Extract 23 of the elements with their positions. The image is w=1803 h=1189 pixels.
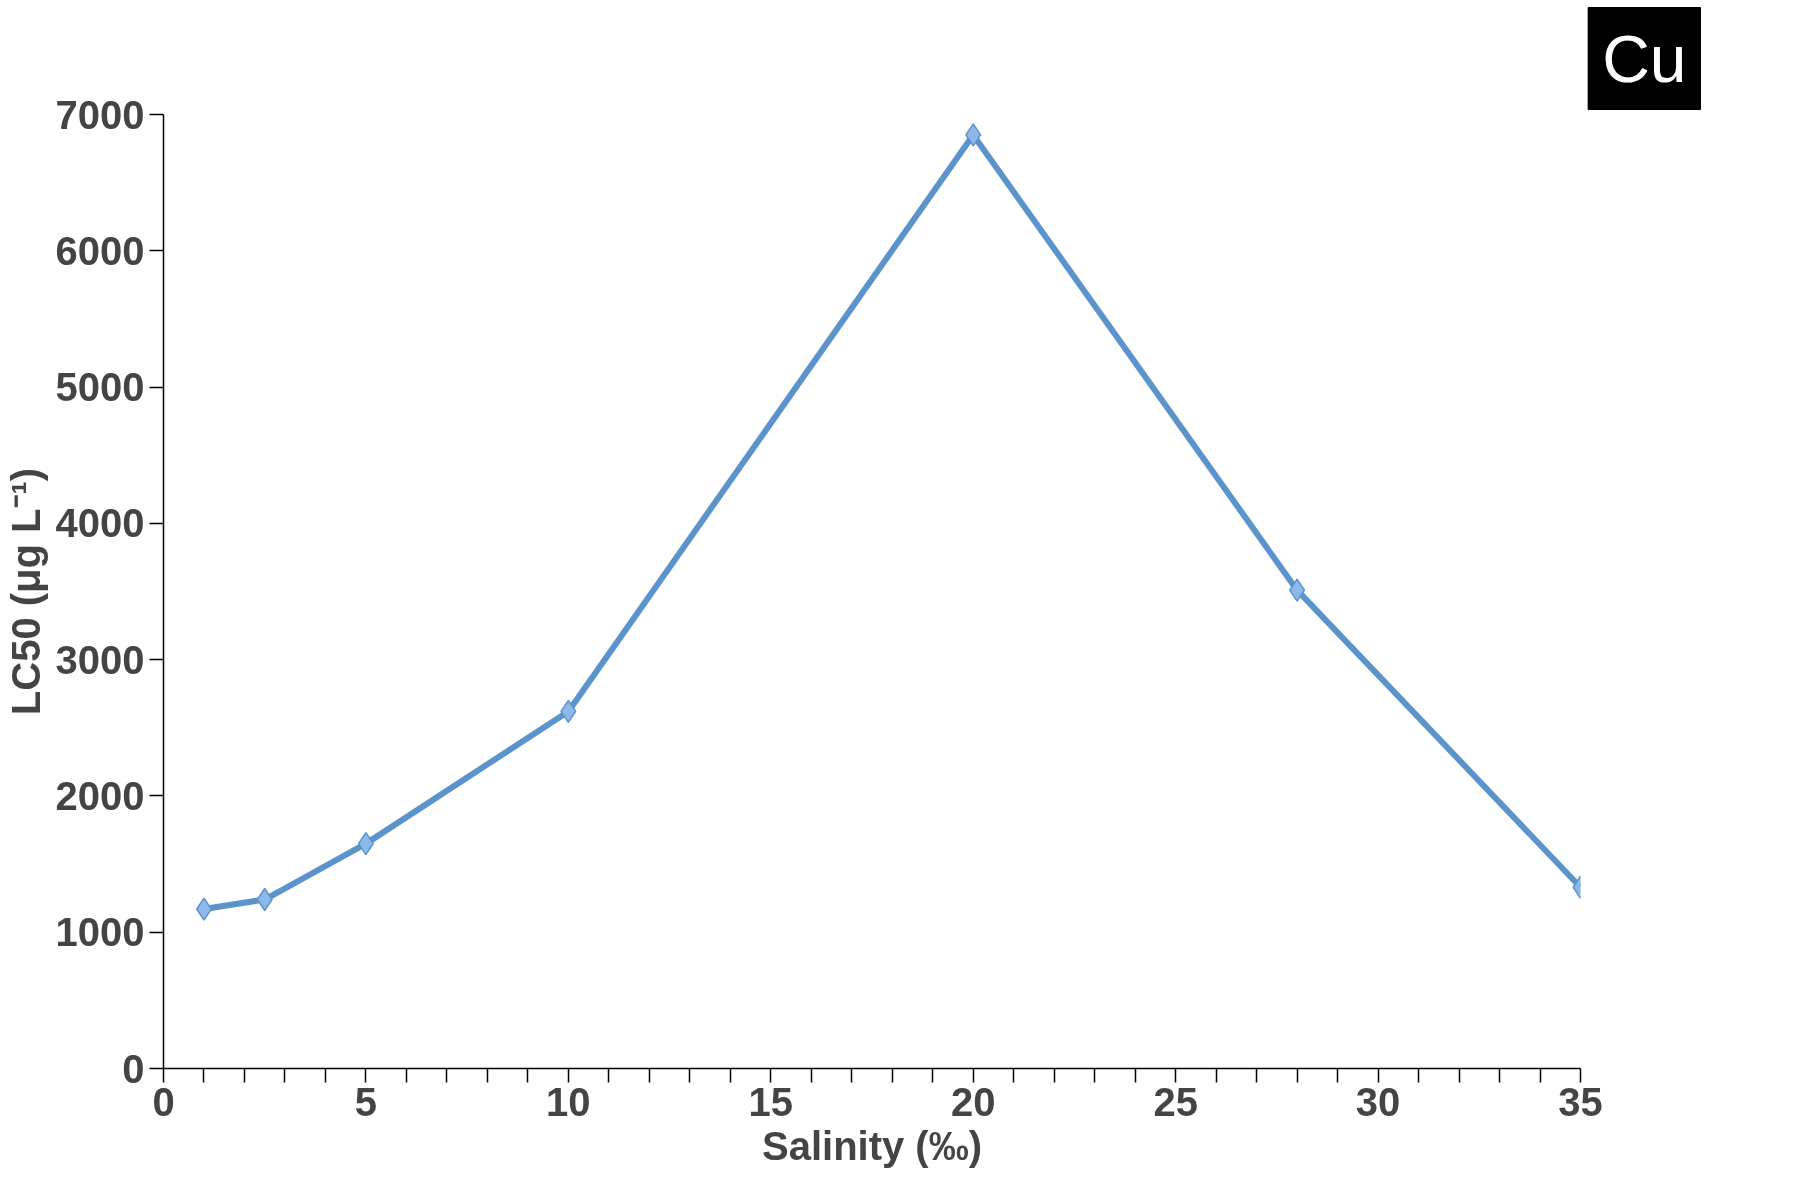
point (965, 123, 982, 147)
y-tick-label: 2000 (55, 773, 145, 818)
x-tick-label: 20 (950, 1079, 996, 1124)
y-tick-label: 7000 (55, 92, 145, 137)
x-tick-label: 25 (1153, 1079, 1198, 1124)
y-tick-label: 4000 (55, 501, 145, 546)
y-tick-label: 5000 (55, 365, 145, 410)
y-tick-label: 3000 (55, 637, 145, 682)
point (195, 897, 213, 921)
y-tick-label: 1000 (55, 910, 145, 955)
x-tick-label: 35 (1558, 1079, 1603, 1124)
x-tick-label: 5 (354, 1079, 378, 1124)
y-tick-label: 6000 (55, 228, 145, 273)
x-tick-label: 0 (152, 1079, 175, 1124)
x-axis-title: Salinity (‰) (761, 1123, 983, 1168)
y-tick-label: 0 (122, 1046, 145, 1091)
point (1289, 578, 1306, 602)
point (357, 831, 375, 856)
x-tick-label: 15 (748, 1079, 794, 1124)
text: Cu (1602, 21, 1687, 96)
y-axis-title: LC50 (μg L⁻¹) (3, 467, 48, 716)
x-tick-label: 30 (1355, 1079, 1401, 1124)
x-tick-label: 10 (546, 1079, 591, 1124)
